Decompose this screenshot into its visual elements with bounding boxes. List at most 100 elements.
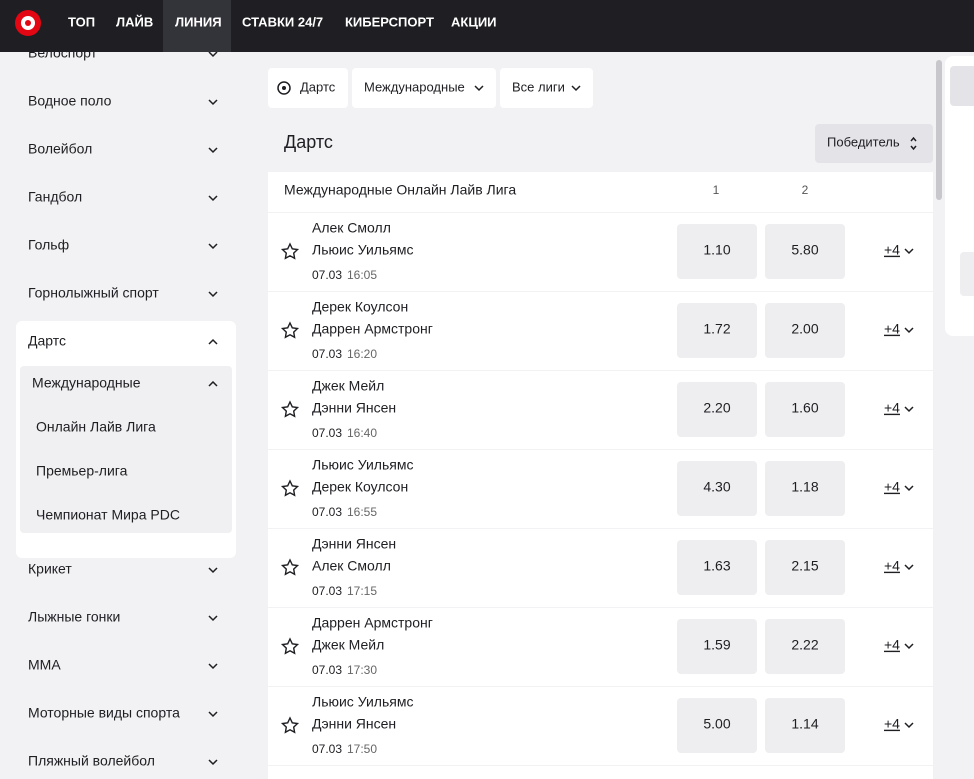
more-markets[interactable]: +4 [884, 479, 900, 495]
team-name: Даррен Армстронг [312, 615, 433, 631]
favorite-star[interactable] [280, 479, 300, 497]
odds-value: 1.72 [703, 321, 730, 337]
odds-value: 1.63 [703, 558, 730, 574]
more-markets[interactable]: +4 [884, 242, 900, 258]
main: Дартс Победитель Международные Онлайн Ла… [268, 68, 933, 779]
filter-label: Дартс [300, 79, 336, 94]
odds-button[interactable] [677, 461, 757, 516]
chevron [208, 243, 218, 250]
nav-item[interactable]: СТАВКИ 24/7 [242, 14, 323, 29]
team-name: Льюис Уильямс [312, 242, 413, 258]
favorite-star[interactable] [280, 716, 300, 734]
more-markets[interactable]: +4 [884, 400, 900, 416]
chevron [208, 338, 218, 345]
odds-button[interactable] [677, 303, 757, 358]
favorite-star[interactable] [280, 242, 300, 260]
odds-button[interactable] [765, 382, 845, 437]
nav-item[interactable]: АКЦИИ [451, 14, 497, 29]
dart-icon [277, 81, 291, 95]
odds-button[interactable] [765, 540, 845, 595]
sport-item[interactable]: Горнолыжный спорт [28, 285, 159, 301]
group-item[interactable]: Международные [32, 375, 141, 391]
chevron [208, 147, 218, 154]
odds-value: 1.60 [791, 400, 818, 416]
event-date: 07.03 [312, 505, 342, 519]
nav-item[interactable]: ТОП [68, 14, 95, 29]
event-time: 16:20 [347, 347, 377, 361]
filter-chip[interactable] [500, 68, 593, 108]
odds-value: 1.10 [703, 242, 730, 258]
sport-item[interactable]: ММА [28, 657, 61, 673]
chevron [571, 85, 581, 92]
sport-item[interactable]: Моторные виды спорта [28, 705, 180, 721]
more-markets[interactable]: +4 [884, 558, 900, 574]
favorite-star[interactable] [280, 637, 300, 655]
event-date: 07.03 [312, 742, 342, 756]
column-label: 1 [713, 183, 720, 197]
odds-value: 1.14 [791, 716, 818, 732]
sport-item[interactable]: Гандбол [28, 189, 82, 205]
sport-item[interactable]: Водное поло [28, 93, 112, 109]
nav-item[interactable]: ЛИНИЯ [175, 14, 222, 29]
odds-button[interactable] [765, 303, 845, 358]
chevron [904, 643, 914, 650]
team-name: Дерек Коулсон [312, 479, 408, 495]
nav-active-bg [163, 0, 231, 52]
sort-icon [910, 136, 917, 151]
event-date: 07.03 [312, 426, 342, 440]
favorite-star[interactable] [280, 400, 300, 418]
favorite-star[interactable] [280, 321, 300, 339]
league-item[interactable]: Премьер-лига [36, 463, 128, 479]
sport-item[interactable]: Дартс [28, 333, 66, 349]
odds-button[interactable] [677, 540, 757, 595]
chevron [208, 291, 218, 298]
favorite-star[interactable] [280, 558, 300, 576]
team-name: Дерек Коулсон [312, 299, 408, 315]
event-time: 16:05 [347, 268, 377, 282]
chevron [208, 759, 218, 766]
chevron [904, 406, 914, 413]
odds-button[interactable] [765, 698, 845, 753]
nav-item[interactable]: ЛАЙВ [116, 14, 153, 29]
more-markets[interactable]: +4 [884, 321, 900, 337]
league-item[interactable]: Онлайн Лайв Лига [36, 419, 156, 435]
sport-item[interactable]: Пляжный волейбол [28, 753, 155, 769]
filter-chip[interactable] [352, 68, 496, 108]
filter-chip[interactable] [268, 68, 348, 108]
group-box [20, 366, 232, 533]
sport-item[interactable]: Лыжные гонки [28, 609, 120, 625]
market-label: Победитель [827, 134, 900, 149]
odds-button[interactable] [677, 224, 757, 279]
chevron [904, 722, 914, 729]
odds-value: 2.00 [791, 321, 818, 337]
nav-item[interactable]: КИБЕРСПОРТ [345, 14, 434, 29]
more-markets[interactable]: +4 [884, 637, 900, 653]
odds-button[interactable] [765, 461, 845, 516]
odds-value: 2.20 [703, 400, 730, 416]
odds-button[interactable] [677, 619, 757, 674]
sport-item[interactable]: Волейбол [28, 141, 92, 157]
chevron [208, 51, 218, 58]
team-name: Алек Смолл [312, 558, 391, 574]
event-date: 07.03 [312, 347, 342, 361]
league-item[interactable]: Чемпионат Мира PDC [36, 507, 180, 523]
filter-label: Все лиги [512, 79, 565, 94]
sport-item[interactable]: Крикет [28, 561, 72, 577]
top-bar [0, 0, 974, 52]
market-button[interactable] [815, 124, 933, 163]
chevron [208, 663, 218, 670]
right-panel-button[interactable] [950, 66, 974, 106]
chevron [208, 711, 218, 718]
odds-button[interactable] [677, 698, 757, 753]
more-markets[interactable]: +4 [884, 716, 900, 732]
event-time: 16:55 [347, 505, 377, 519]
chevron [208, 615, 218, 622]
nav: ТОП ЛАЙВ ЛИНИЯ СТАВКИ 24/7 КИБЕРСПОРТ АКЦИИ [15, 0, 497, 52]
chevron [904, 485, 914, 492]
sport-item[interactable]: Гольф [28, 237, 69, 253]
odds-button[interactable] [677, 382, 757, 437]
odds-button[interactable] [765, 619, 845, 674]
heading: Дартс [284, 132, 333, 152]
odds-button[interactable] [765, 224, 845, 279]
